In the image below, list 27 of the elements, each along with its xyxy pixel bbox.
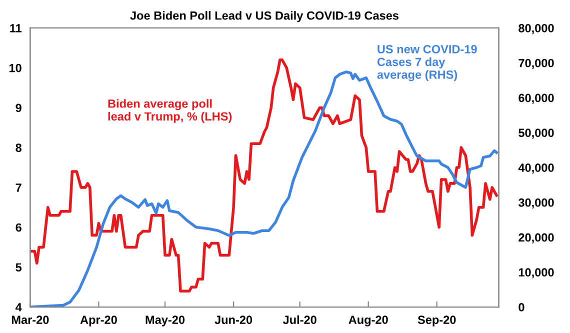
y-tick-label: 8 <box>16 144 22 152</box>
series-label: US new COVID-19 Cases 7 day average (RHS) <box>377 45 477 82</box>
y2-tick-label: 0 <box>518 303 524 312</box>
y-tick-label: 7 <box>16 184 22 192</box>
y-tick-label: 11 <box>10 24 22 32</box>
y-tick-label: 4 <box>15 303 22 312</box>
x-tick-label: Mar-20 <box>12 316 49 324</box>
y2-tick-label: 50,000 <box>518 128 554 139</box>
chart-title: Joe Biden Poll Lead v US Daily COVID-19 Cases <box>130 11 398 22</box>
x-tick-label: May-20 <box>146 316 185 326</box>
x-tick-label: Aug-20 <box>348 316 388 326</box>
x-tick-label: Sep-20 <box>418 316 456 326</box>
y2-tick-label: 10,000 <box>518 268 554 278</box>
y2-tick-label: 30,000 <box>518 198 554 208</box>
x-tick-label: Jun-20 <box>214 316 252 324</box>
y2-tick-label: 60,000 <box>518 94 554 104</box>
x-tick-label: Apr-20 <box>80 316 117 326</box>
x-tick-label: Jul-20 <box>282 315 316 324</box>
y2-tick-label: 80,000 <box>518 24 554 34</box>
y-tick-label: 6 <box>16 223 22 232</box>
y-tick-label: 10 <box>9 64 22 72</box>
y2-tick-label: 20,000 <box>518 233 554 244</box>
y-tick-label: 9 <box>16 104 22 112</box>
y2-tick-label: 70,000 <box>518 58 554 69</box>
y-tick-label: 5 <box>16 263 22 272</box>
y2-tick-label: 40,000 <box>518 164 554 174</box>
text: Biden average poll lead v Trump, % (LHS) <box>108 99 232 123</box>
